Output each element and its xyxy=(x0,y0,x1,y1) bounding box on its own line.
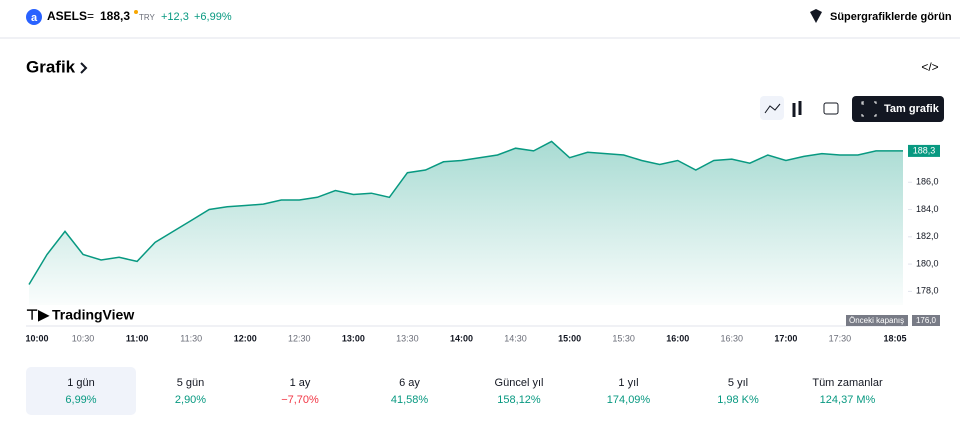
line-icon xyxy=(764,103,781,114)
selected-bg xyxy=(26,367,136,415)
x-tick-label: 14:00 xyxy=(450,333,473,343)
period-value: 41,58% xyxy=(391,394,429,406)
period-label[interactable]: 5 yıl xyxy=(728,377,748,389)
x-tick-label: 16:30 xyxy=(721,333,744,343)
x-tick-label: 13:30 xyxy=(396,333,419,343)
prev-close-text: Önceki kapanış xyxy=(849,316,904,325)
period-label[interactable]: 1 yıl xyxy=(618,377,638,389)
period-value: 158,12% xyxy=(497,394,541,406)
price: 188,3 xyxy=(100,9,130,23)
period-value: −7,70% xyxy=(281,394,319,406)
period-label[interactable]: 5 gün xyxy=(177,377,205,389)
separator: = xyxy=(87,9,94,23)
brand: TradingView xyxy=(52,307,134,323)
prev-close-value-box xyxy=(912,315,940,326)
change-pct: +6,99% xyxy=(194,11,232,23)
area xyxy=(29,141,903,305)
prev-close-value: 176,0 xyxy=(916,316,937,325)
currency: TRY xyxy=(139,13,156,22)
logo-text: a xyxy=(31,12,38,24)
period-label[interactable]: 1 gün xyxy=(67,377,95,389)
x-tick-label: 10:00 xyxy=(25,333,48,343)
super-icon xyxy=(810,9,822,23)
period-value: 2,90% xyxy=(175,394,206,406)
prev-close-box xyxy=(846,315,908,326)
full-chart-text: Tam grafik xyxy=(884,103,940,115)
x-tick-label: 15:30 xyxy=(612,333,635,343)
section-title[interactable]: Grafik xyxy=(26,57,76,76)
period-value: 1,98 K% xyxy=(717,394,759,406)
x-tick-label: 18:05 xyxy=(883,333,906,343)
period-label[interactable]: 1 ay xyxy=(290,377,311,389)
x-tick-label: 14:30 xyxy=(504,333,527,343)
period-label[interactable]: Güncel yıl xyxy=(495,377,544,389)
last-price-box xyxy=(908,144,940,157)
symbol: ASELS xyxy=(47,9,87,23)
super-link[interactable]: Süpergrafiklerde görün xyxy=(830,11,952,23)
period-label[interactable]: 6 ay xyxy=(399,377,420,389)
period-value: 6,99% xyxy=(65,394,96,406)
y-tick-label: 184,0 xyxy=(916,204,939,214)
candle-icon[interactable] xyxy=(792,101,802,117)
brand-mark: ⊤▶ xyxy=(26,307,50,323)
logo xyxy=(26,9,42,25)
embed-icon[interactable]: </> xyxy=(921,60,938,74)
x-tick-label: 13:00 xyxy=(342,333,365,343)
period-value: 124,37 M% xyxy=(820,394,876,406)
x-tick-label: 15:00 xyxy=(558,333,581,343)
x-tick-label: 12:30 xyxy=(288,333,311,343)
chevron xyxy=(80,62,88,74)
period-label[interactable]: Tüm zamanlar xyxy=(812,377,883,389)
x-tick-label: 16:00 xyxy=(666,333,689,343)
y-tick-label: 182,0 xyxy=(916,231,939,241)
x-tick-label: 12:00 xyxy=(234,333,257,343)
last-price-label: 188,3 xyxy=(913,145,936,155)
x-tick-label: 11:30 xyxy=(180,333,202,343)
y-tick-label: 178,0 xyxy=(916,286,939,296)
x-tick-label: 10:30 xyxy=(72,333,95,343)
change: +12,3 xyxy=(161,11,189,23)
x-tick-label: 17:00 xyxy=(774,333,797,343)
camera-icon[interactable] xyxy=(823,102,839,115)
status-dot xyxy=(134,10,138,14)
full-icon xyxy=(861,101,877,117)
x-tick-label: 11:00 xyxy=(126,333,149,343)
y-tick-label: 186,0 xyxy=(916,177,939,187)
period-value: 174,09% xyxy=(607,394,651,406)
line xyxy=(28,140,903,285)
y-tick-label: 180,0 xyxy=(916,258,939,268)
x-tick-label: 17:30 xyxy=(829,333,852,343)
